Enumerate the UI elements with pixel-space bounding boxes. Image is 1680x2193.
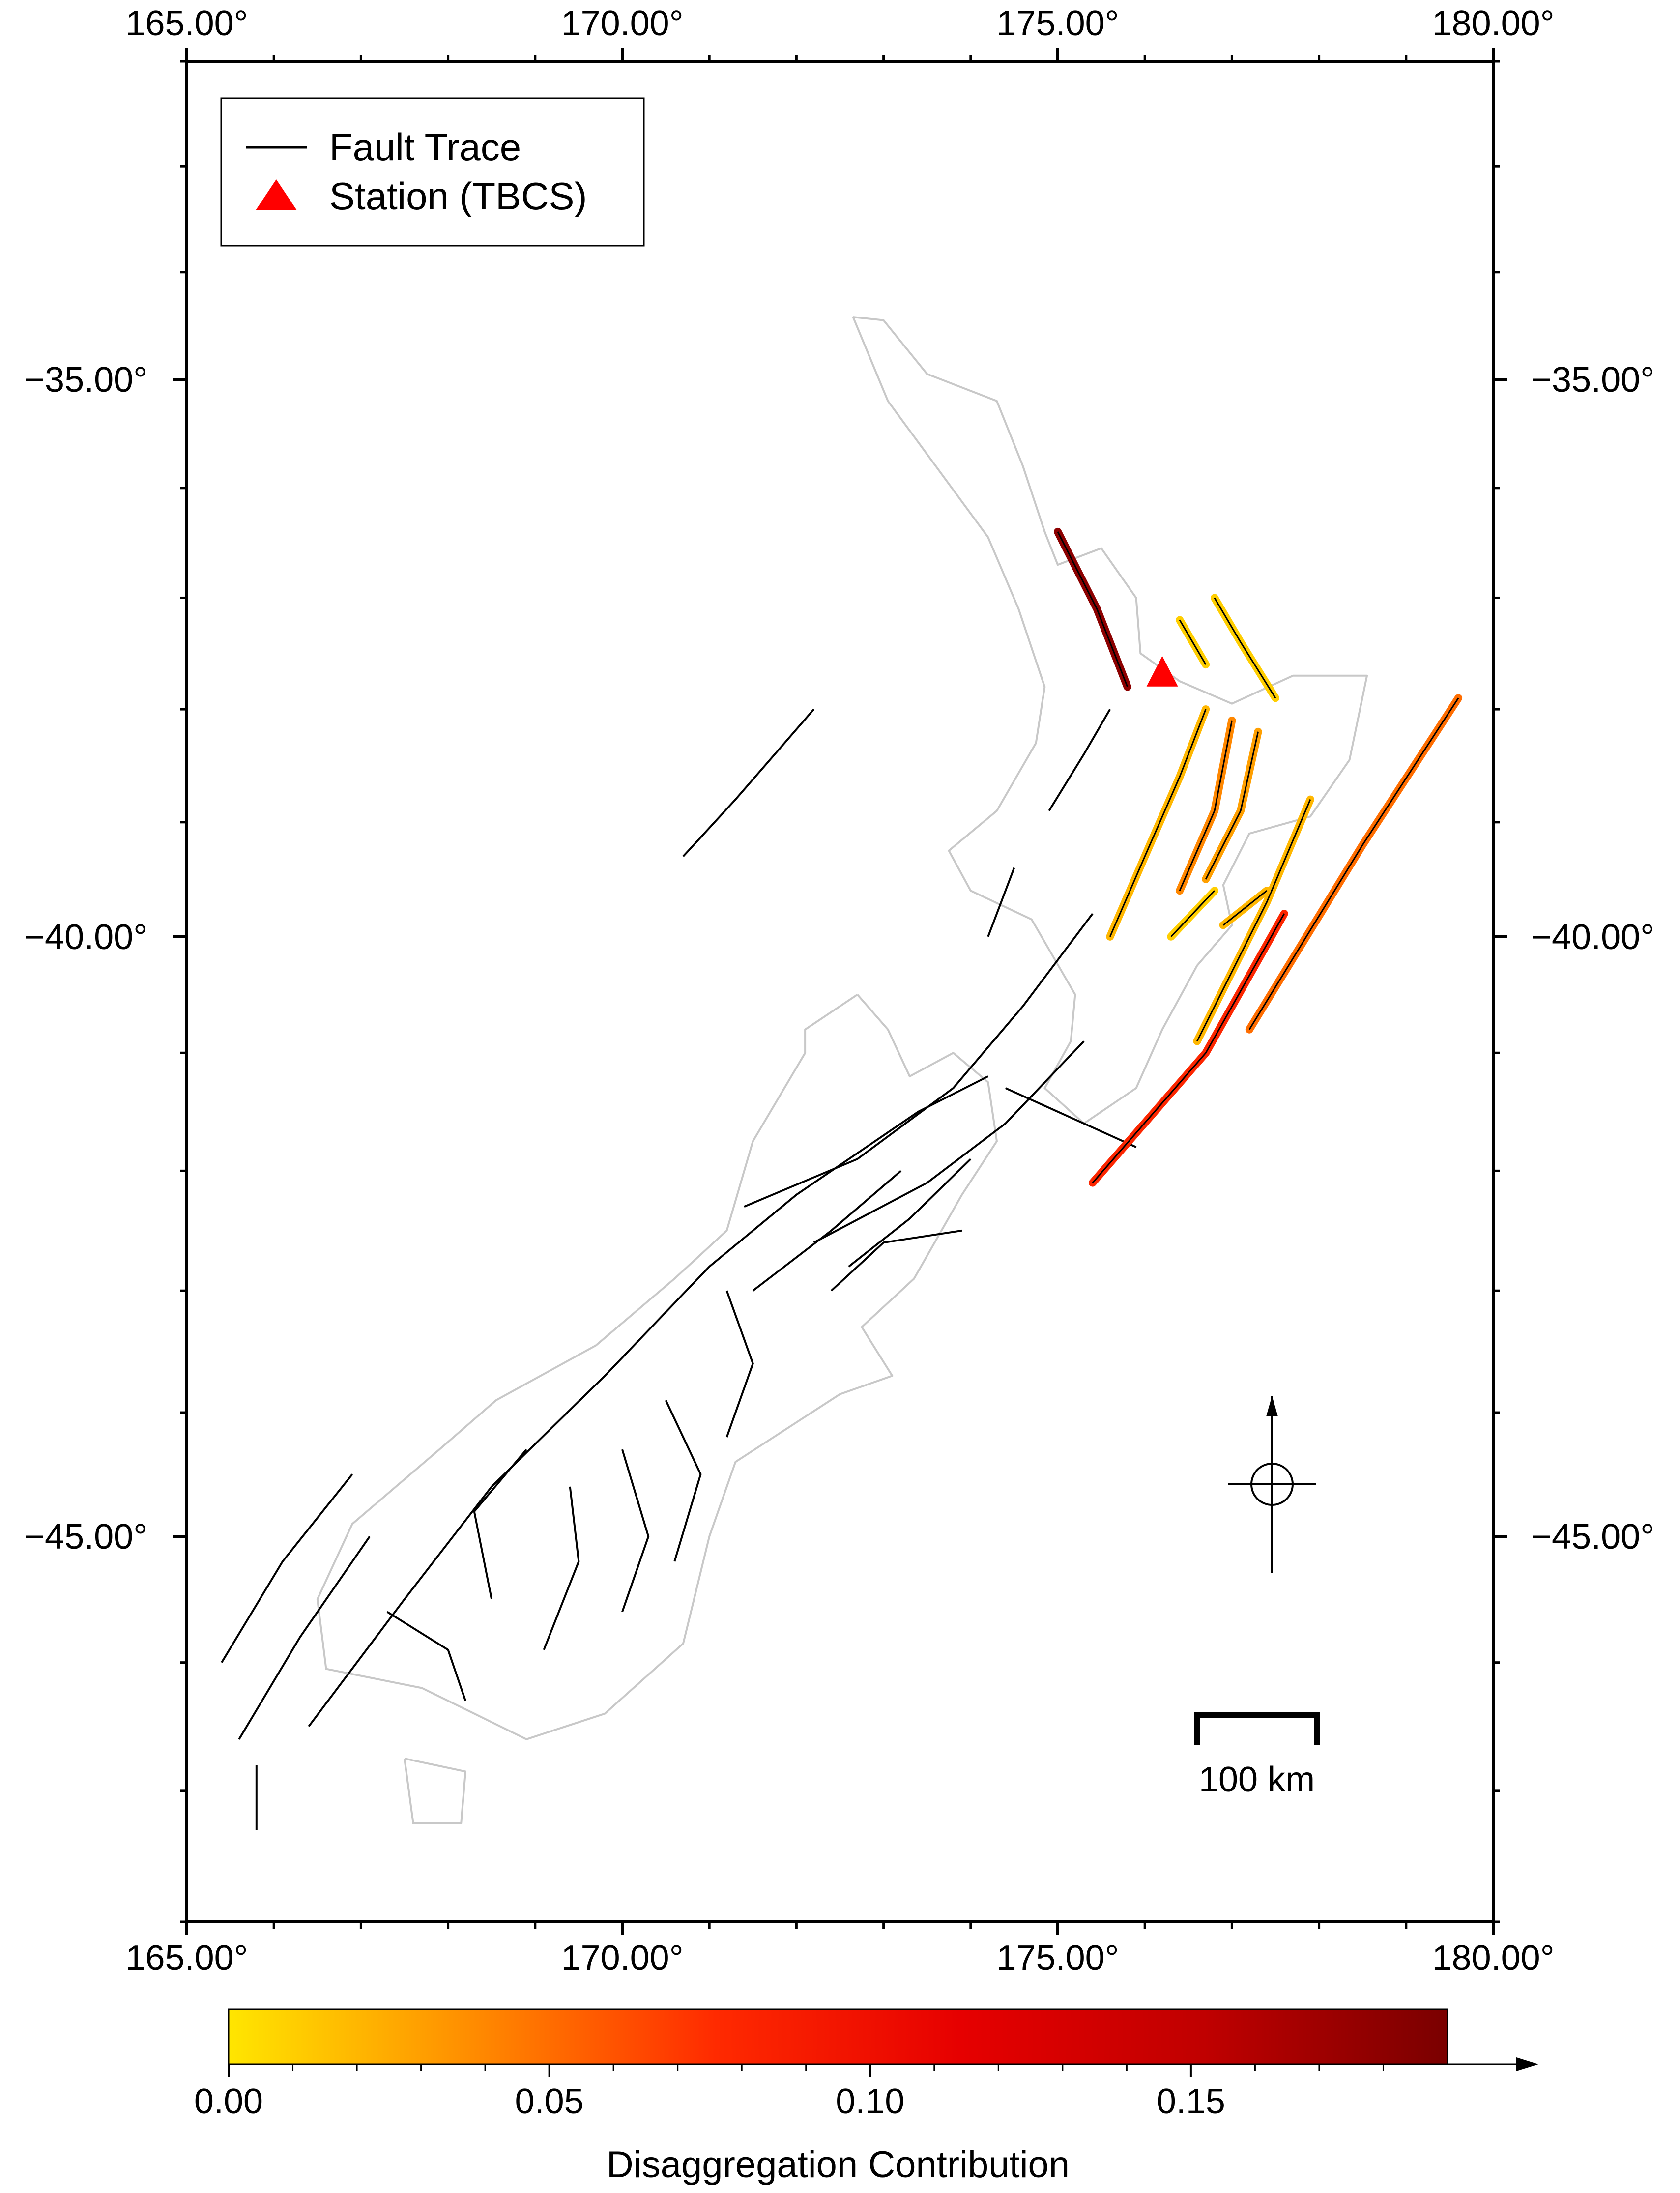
hazard-fault-layer	[1054, 527, 1463, 1187]
hazard-fault-trace-4	[1248, 697, 1459, 1030]
y-tick-label-left: −35.00°	[24, 360, 147, 400]
coastline-2	[404, 1758, 466, 1824]
fault-trace-12	[830, 1229, 962, 1292]
fault-trace-0	[221, 1473, 353, 1663]
fault-trace-13	[1005, 1087, 1137, 1148]
north-arrow-icon	[1266, 1396, 1278, 1416]
north-arrow-compass	[1228, 1396, 1316, 1573]
colorbar-title: Disaggregation Contribution	[607, 2144, 1070, 2186]
x-tick-label-top: 175.00°	[996, 4, 1119, 43]
coastline-0	[852, 316, 1368, 1125]
legend-box: Fault Trace Station (TBCS)	[220, 97, 645, 247]
colorbar-tick-label: 0.10	[836, 2082, 904, 2121]
colorbar: Disaggregation Contribution 0.00 0.05 0.10…	[194, 2008, 1538, 2186]
scale-bar: 100 km	[1194, 1712, 1320, 1799]
x-tick-label-top: 165.00°	[125, 4, 248, 43]
hazard-fault-trace-7	[1214, 597, 1276, 699]
fault-trace-10	[665, 1400, 702, 1562]
axis-ticks: 165.00° 165.00° 170.00° 170.00° 175.00° 175.0…	[24, 4, 1654, 1978]
legend-label-fault-trace: Fault Trace	[329, 125, 521, 169]
colorbar-tick-label: 0.15	[1157, 2082, 1225, 2121]
station-layer	[1146, 656, 1178, 687]
fault-trace-3	[744, 913, 1094, 1208]
colorbar-tick-label: 0.05	[515, 2082, 584, 2121]
colorbar-overflow-arrow-icon	[1516, 2057, 1538, 2071]
y-tick-label-left: −45.00°	[24, 1517, 147, 1557]
colorbar-tick-label: 0.00	[194, 2082, 263, 2121]
station-legend-triangle	[256, 179, 297, 210]
map-background	[187, 61, 1493, 1922]
hazard-fault-trace-2	[1179, 720, 1233, 891]
hazard-fault-trace-0	[1057, 531, 1129, 688]
fault-trace-8	[543, 1486, 580, 1650]
hazard-fault-trace-8	[1179, 619, 1207, 665]
hazard-fault-trace-1	[1109, 709, 1207, 937]
fault-trace-4	[813, 1040, 1085, 1243]
x-tick-label-bottom: 170.00°	[561, 1938, 683, 1978]
x-tick-label-bottom: 175.00°	[996, 1938, 1119, 1978]
fault-trace-layer	[221, 708, 1137, 1830]
station-marker-tbcs	[1146, 656, 1178, 687]
y-tick-label-left: −40.00°	[24, 918, 147, 957]
x-tick-label-bottom: 165.00°	[125, 1938, 248, 1978]
fault-trace-5	[752, 1170, 902, 1292]
y-tick-label-right: −35.00°	[1531, 360, 1654, 400]
fault-trace-6	[848, 1158, 972, 1268]
fault-trace-17	[987, 867, 1015, 937]
x-tick-label-top: 180.00°	[1432, 4, 1554, 43]
fault-trace-18	[1048, 709, 1111, 811]
x-tick-label-top: 170.00°	[561, 4, 683, 43]
fault-trace-1	[238, 1536, 371, 1740]
x-tick-label-bottom: 180.00°	[1432, 1938, 1554, 1978]
y-tick-label-right: −45.00°	[1531, 1517, 1654, 1557]
fault-trace-7	[473, 1448, 527, 1600]
scale-bar-label: 100 km	[1199, 1760, 1315, 1799]
legend-label-station: Station (TBCS)	[329, 174, 587, 218]
y-tick-label-right: −40.00°	[1531, 918, 1654, 957]
fault-trace-16	[682, 708, 815, 857]
colorbar-gradient	[228, 2008, 1448, 2065]
map-frame	[185, 60, 1495, 1923]
fault-trace-14	[386, 1611, 466, 1702]
fault-trace-11	[725, 1290, 754, 1438]
fault-trace-2	[308, 1075, 989, 1727]
hazard-fault-trace-10	[1222, 890, 1268, 926]
fault-trace-9	[621, 1449, 650, 1613]
hazard-fault-trace-5	[1092, 913, 1285, 1183]
hazard-fault-trace-6	[1196, 799, 1311, 1042]
hazard-fault-trace-3	[1205, 731, 1259, 880]
hazard-fault-trace-9	[1170, 890, 1216, 937]
